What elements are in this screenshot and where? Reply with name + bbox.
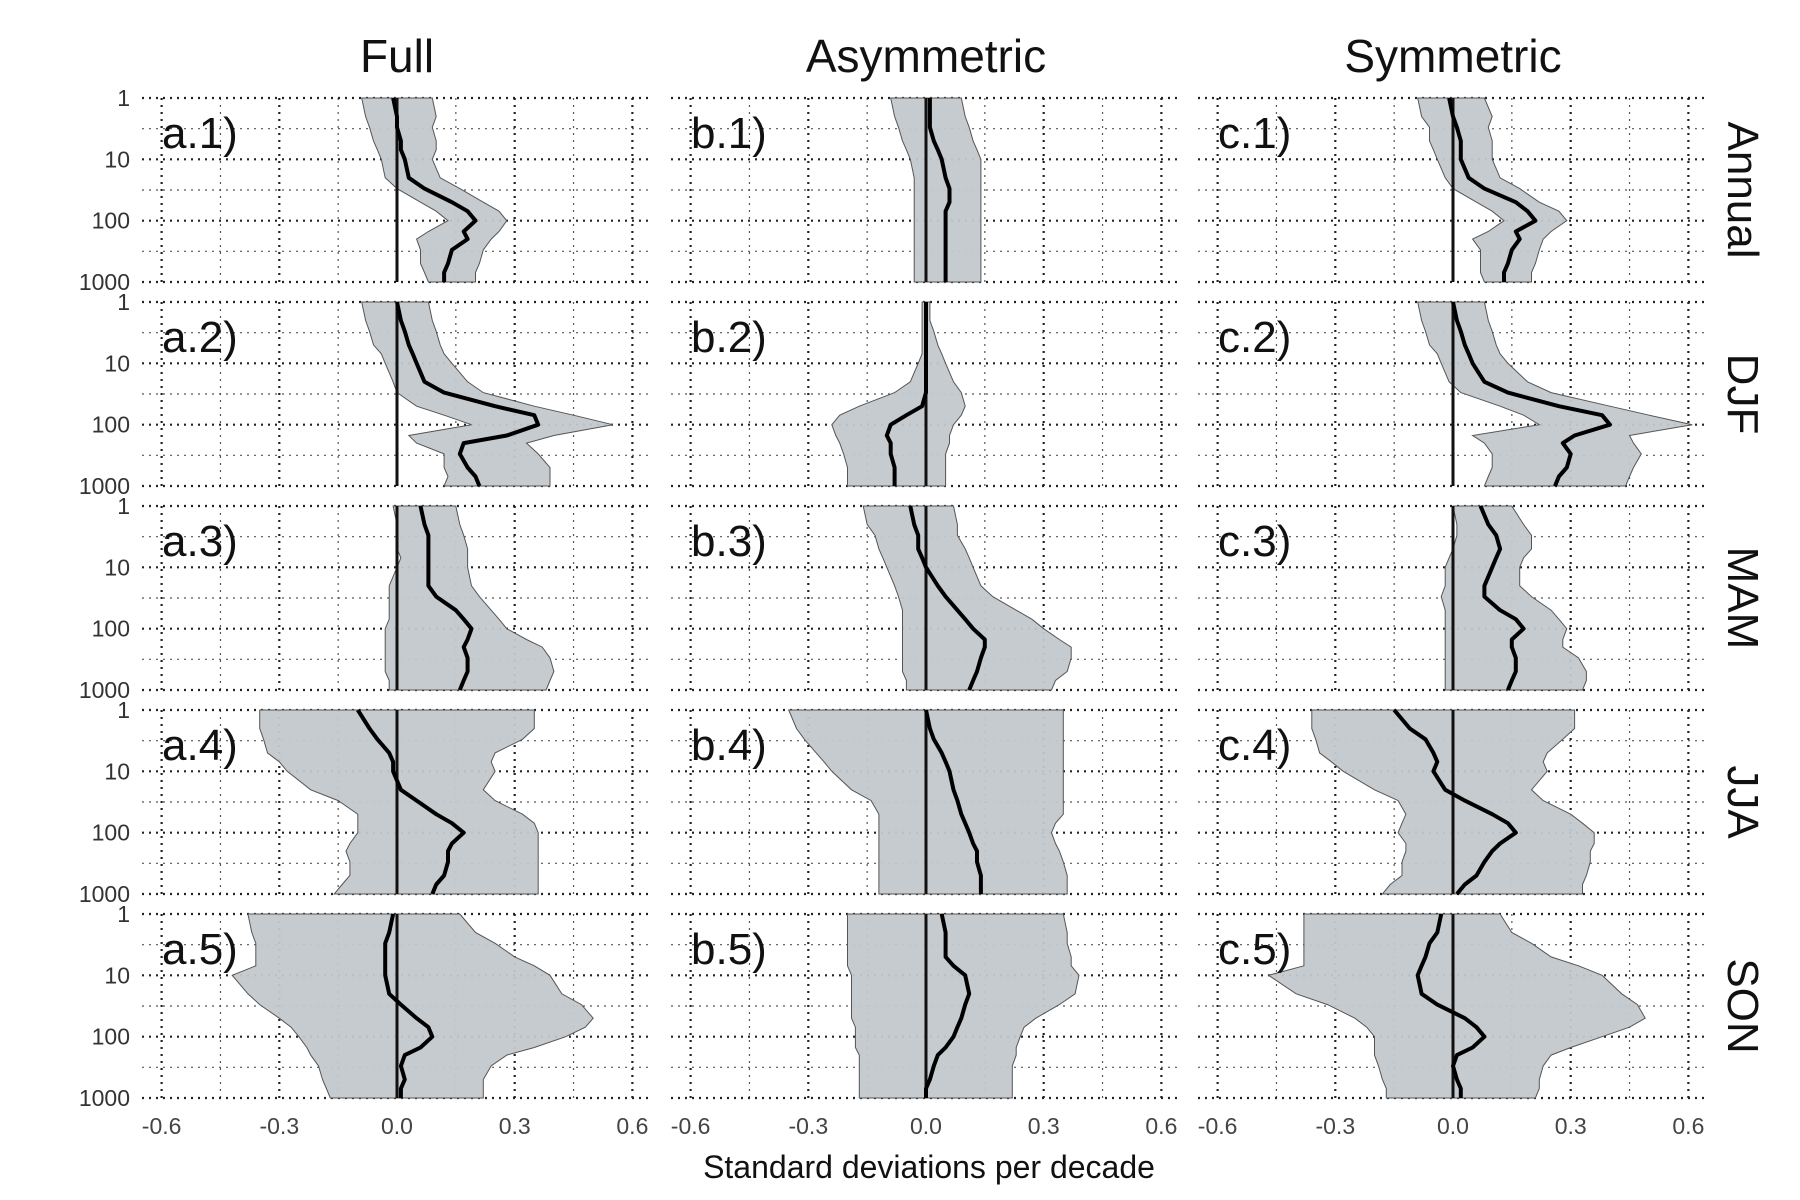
x-tick-label: -0.3 [1315,1113,1355,1139]
row-label: DJF [1718,354,1767,435]
x-tick-label: 0.6 [1672,1113,1704,1139]
confidence-band [1267,913,1646,1099]
confidence-band [259,709,539,895]
mean-trend-line [1415,913,1487,1098]
y-tick-label: 1000 [79,1085,130,1111]
panel-label: c.1) [1218,109,1291,158]
confidence-band [831,301,966,487]
x-tick-label: -0.3 [788,1113,828,1139]
column-title: Symmetric [1344,30,1561,82]
x-axis-label: Standard deviations per decade [703,1149,1155,1185]
y-tick-label: 100 [92,208,130,234]
x-tick-label: 0.3 [1555,1113,1587,1139]
panel-label: c.4) [1218,721,1291,770]
y-tick-label: 1 [117,697,130,723]
row-label: SON [1718,958,1767,1053]
mean-trend-line [1478,505,1526,691]
y-tick-label: 1000 [79,677,130,703]
y-tick-label: 1 [117,289,130,315]
confidence-band [361,301,613,487]
panel-label: b.5) [691,925,767,974]
y-tick-label: 1 [117,901,130,927]
panel-label: a.1) [162,109,238,158]
y-tick-label: 10 [104,758,130,784]
row-label: Annual [1718,121,1767,258]
x-tick-label: 0.0 [1437,1113,1469,1139]
confidence-band [231,913,594,1099]
column-title: Full [360,30,434,82]
y-tick-label: 10 [104,350,130,376]
x-tick-label: -0.6 [671,1113,711,1139]
panel-label: c.5) [1218,925,1291,974]
y-tick-label: 100 [92,616,130,642]
panel-label: a.3) [162,517,238,566]
x-tick-label: 0.0 [381,1113,413,1139]
y-tick-label: 1000 [79,881,130,907]
x-tick-label: 0.0 [910,1113,942,1139]
y-tick-label: 1 [117,493,130,519]
panel-label: b.3) [691,517,767,566]
panel-label: a.2) [162,313,238,362]
y-tick-label: 1000 [79,473,130,499]
y-tick-label: 100 [92,820,130,846]
y-tick-label: 1000 [79,269,130,295]
column-title: Asymmetric [806,30,1046,82]
y-tick-label: 100 [92,1024,130,1050]
confidence-band [1440,505,1587,691]
panel-label: a.5) [162,925,238,974]
row-label: MAM [1718,547,1767,650]
panel-label: a.4) [162,721,238,770]
x-tick-label: 0.6 [616,1113,648,1139]
mean-trend-line [1451,301,1612,487]
mean-trend-line [383,913,435,1098]
band-layer [231,97,1693,1099]
mean-trend-line [391,97,478,282]
panel-label: b.1) [691,109,767,158]
mean-trend-line [356,708,466,895]
x-tick-label: 0.6 [1145,1113,1177,1139]
x-tick-label: -0.6 [142,1113,182,1139]
confidence-band [890,97,982,283]
panel-label: c.3) [1218,517,1291,566]
y-tick-label: 10 [104,962,130,988]
x-tick-label: 0.3 [1028,1113,1060,1139]
y-tick-label: 1 [117,85,130,111]
panel-label: c.2) [1218,313,1291,362]
x-tick-label: -0.3 [259,1113,299,1139]
mean-trend-line [884,302,928,486]
y-tick-label: 10 [104,146,130,172]
mean-trend-line [1392,708,1518,896]
mean-trend-line [418,505,474,691]
y-tick-label: 10 [104,554,130,580]
confidence-band [862,505,1072,691]
confidence-band [787,709,1068,895]
panel-label: b.2) [691,313,767,362]
x-tick-label: -0.6 [1198,1113,1238,1139]
mean-trend-line [908,505,987,691]
row-label: JJA [1718,765,1767,839]
label-layer: Full Asymmetric Symmetric Annual DJF MAM JJA SO… [79,30,1767,1139]
mean-trend-line [924,913,972,1098]
x-tick-label: 0.3 [499,1113,531,1139]
y-tick-label: 100 [92,412,130,438]
mean-trend-line [924,709,983,894]
mean-trend-line [1447,97,1538,282]
mean-trend-line [927,98,952,282]
panel-label: b.4) [691,721,767,770]
line-layer [356,97,1612,1098]
confidence-band [1417,301,1693,487]
mean-trend-line [395,301,541,487]
